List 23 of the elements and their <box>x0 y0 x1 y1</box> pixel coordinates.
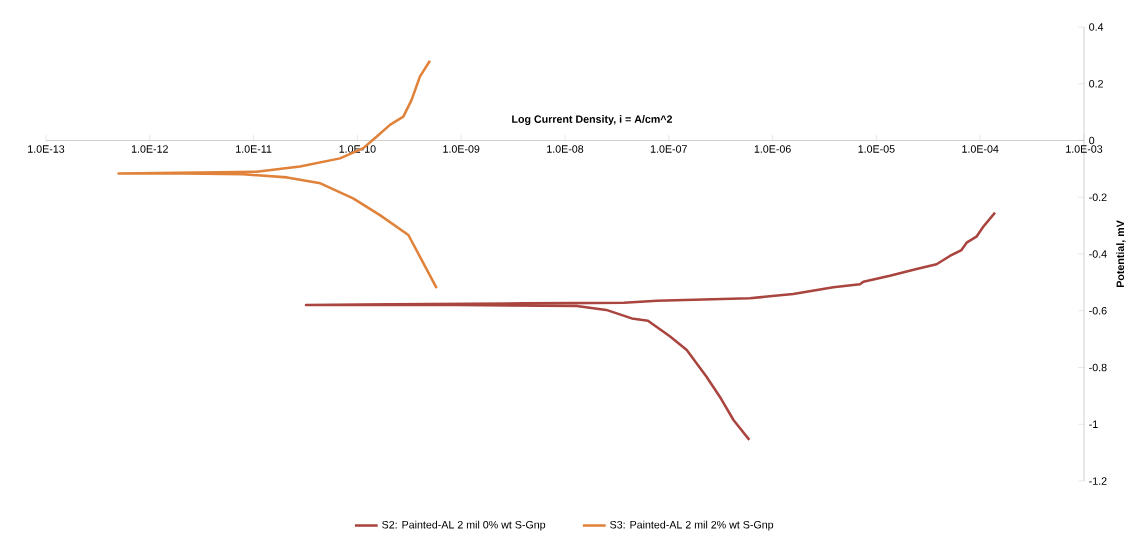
legend-label: S2: Painted-AL 2 mil 0% wt S-Gnp <box>382 520 546 531</box>
x-tick-label: 1.0E-04 <box>962 145 999 153</box>
x-tick-label: 1.0E-06 <box>754 145 791 153</box>
y-tick-label: -0.4 <box>1089 250 1107 258</box>
x-tick-label: 1.0E-11 <box>236 145 272 153</box>
y-axis-title: Potential, mV <box>1116 220 1126 288</box>
y-tick-label: 0 <box>1089 136 1095 145</box>
y-tick-label: -0.2 <box>1089 193 1107 202</box>
x-tick-label: 1.0E-05 <box>858 145 895 153</box>
legend-label: S3: Painted-AL 2 mil 2% wt S-Gnp <box>610 520 774 531</box>
x-tick-label: 1.0E-08 <box>547 145 584 153</box>
x-tick-label: 1.0E-12 <box>131 145 168 153</box>
x-tick-label: 1.0E-13 <box>28 145 65 153</box>
y-tick-label: -1.2 <box>1089 477 1107 485</box>
x-tick-label: 1.0E-07 <box>650 145 687 153</box>
y-tick-label: 0.4 <box>1089 23 1104 31</box>
x-axis-title: Log Current Density, i = A/cm^2 <box>512 115 673 126</box>
y-tick-label: -1 <box>1089 420 1098 428</box>
y-tick-label: 0.2 <box>1089 79 1103 88</box>
y-tick-label: -0.6 <box>1089 306 1107 315</box>
x-tick-label: 1.0E-03 <box>1066 145 1103 153</box>
x-tick-label: 1.0E-09 <box>443 145 480 153</box>
y-tick-label: -0.8 <box>1089 363 1107 372</box>
